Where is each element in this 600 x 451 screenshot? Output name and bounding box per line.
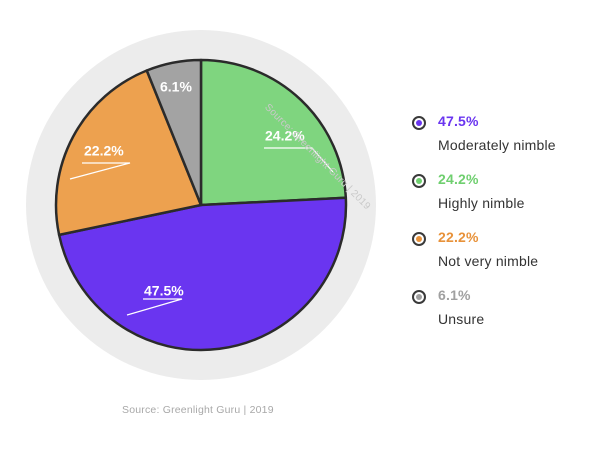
legend-label: Moderately nimble: [438, 137, 556, 153]
pie-slice-moderately-nimble: [57, 196, 348, 352]
pie-slice-label: 47.5%: [144, 283, 184, 299]
pie-slice-highly-nimble: [199, 58, 348, 207]
legend-marker-icon: [412, 116, 426, 130]
legend-marker-icon: [412, 290, 426, 304]
pie-label-leader-line: [264, 147, 334, 173]
legend-percent: 22.2%: [438, 229, 479, 245]
legend-percent: 6.1%: [438, 287, 471, 303]
legend-percent: 47.5%: [438, 113, 479, 129]
legend-dot-icon: [416, 178, 422, 184]
pie-slice-label: 6.1%: [160, 79, 192, 95]
pie-slice-label: 22.2%: [84, 143, 124, 159]
legend-label: Unsure: [438, 311, 485, 327]
source-note: Source: Greenlight Guru | 2019: [122, 404, 274, 416]
pie-slices: [54, 58, 348, 352]
pie-slice-label: 24.2%: [265, 128, 305, 144]
legend-dot-icon: [416, 236, 422, 242]
pie-label-leader-line: [69, 162, 131, 180]
pie-label-leader-line: [126, 298, 183, 316]
pie-slice-labels: 24.2% 47.5% 22.2% 6.1%: [69, 79, 334, 316]
legend-label: Highly nimble: [438, 195, 525, 211]
legend-percent: 24.2%: [438, 171, 479, 187]
legend-dot-icon: [416, 294, 422, 300]
pie-slice-not-very-nimble: [54, 69, 203, 237]
legend-dot-icon: [416, 120, 422, 126]
pie-slice-unsure: [145, 58, 203, 207]
legend-marker-icon: [412, 174, 426, 188]
legend-label: Not very nimble: [438, 253, 539, 269]
legend-marker-icon: [412, 232, 426, 246]
